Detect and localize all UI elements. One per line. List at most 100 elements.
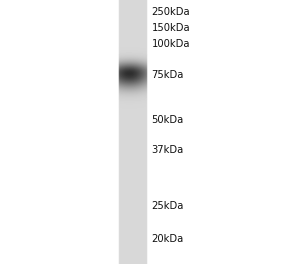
Bar <box>119 106 147 108</box>
Bar <box>119 260 147 262</box>
Bar <box>119 196 147 198</box>
Bar <box>119 90 147 92</box>
Text: 37kDa: 37kDa <box>151 145 184 155</box>
Bar <box>119 101 147 103</box>
Bar <box>119 128 147 130</box>
Bar <box>119 213 147 216</box>
Bar <box>119 216 147 218</box>
Bar <box>119 136 147 139</box>
Bar <box>119 154 147 156</box>
Bar <box>119 139 147 141</box>
Bar <box>119 244 147 246</box>
Bar <box>119 9 147 11</box>
Bar <box>119 178 147 180</box>
Bar <box>119 194 147 196</box>
Bar <box>119 211 147 213</box>
Bar <box>119 119 147 121</box>
Bar <box>119 44 147 46</box>
Bar <box>119 165 147 167</box>
Text: 150kDa: 150kDa <box>151 23 190 33</box>
Bar <box>119 92 147 95</box>
Bar <box>119 110 147 112</box>
Bar <box>119 2 147 4</box>
Bar <box>119 46 147 48</box>
Bar <box>119 224 147 227</box>
Bar <box>119 84 147 86</box>
Bar <box>119 97 147 99</box>
Bar <box>119 218 147 220</box>
Text: 75kDa: 75kDa <box>151 70 184 80</box>
Text: 25kDa: 25kDa <box>151 201 184 211</box>
Bar <box>119 176 147 178</box>
Bar <box>119 172 147 174</box>
Bar <box>119 163 147 165</box>
Bar <box>119 70 147 73</box>
Bar <box>119 191 147 194</box>
Bar <box>119 262 147 264</box>
Bar <box>119 246 147 249</box>
Bar <box>119 48 147 51</box>
Bar <box>119 86 147 88</box>
Bar <box>119 121 147 123</box>
Bar <box>119 174 147 176</box>
Bar <box>119 108 147 110</box>
Bar <box>119 15 147 18</box>
Bar <box>119 145 147 147</box>
Bar <box>119 35 147 37</box>
Bar <box>119 255 147 257</box>
Bar <box>119 125 147 128</box>
Bar <box>119 88 147 90</box>
Bar <box>119 68 147 70</box>
Bar <box>119 51 147 53</box>
Bar <box>119 200 147 202</box>
Bar <box>119 185 147 187</box>
Bar <box>119 231 147 233</box>
Bar <box>119 0 147 2</box>
Bar <box>119 161 147 163</box>
Text: 20kDa: 20kDa <box>151 234 184 244</box>
Bar <box>119 29 147 31</box>
Bar <box>119 198 147 200</box>
Bar <box>119 24 147 26</box>
Bar <box>119 229 147 231</box>
Bar <box>119 95 147 97</box>
Bar <box>119 40 147 42</box>
Bar <box>119 33 147 35</box>
Text: 250kDa: 250kDa <box>151 7 190 17</box>
Bar <box>119 11 147 13</box>
Bar <box>119 249 147 251</box>
Bar <box>119 152 147 154</box>
Bar <box>119 7 147 9</box>
Bar <box>119 117 147 119</box>
Bar <box>119 235 147 238</box>
Bar <box>119 64 147 66</box>
Bar <box>119 227 147 229</box>
Bar <box>119 99 147 101</box>
Bar <box>119 238 147 240</box>
Bar <box>119 114 147 117</box>
Bar <box>119 222 147 224</box>
Bar <box>119 233 147 235</box>
Bar <box>119 141 147 143</box>
Bar <box>119 20 147 22</box>
Bar <box>119 143 147 145</box>
Bar <box>119 147 147 150</box>
Bar <box>119 156 147 158</box>
Bar <box>119 134 147 136</box>
Bar <box>119 242 147 244</box>
Text: 100kDa: 100kDa <box>151 39 190 49</box>
Bar <box>119 158 147 161</box>
Bar <box>119 240 147 242</box>
Bar <box>119 257 147 260</box>
Bar <box>119 132 147 134</box>
Bar <box>119 123 147 125</box>
Bar <box>119 42 147 44</box>
Bar <box>119 57 147 59</box>
Bar <box>119 183 147 185</box>
Bar <box>119 79 147 81</box>
Bar <box>119 253 147 255</box>
Bar <box>119 18 147 20</box>
Text: 50kDa: 50kDa <box>151 115 184 125</box>
Bar <box>119 150 147 152</box>
Bar <box>119 73 147 75</box>
